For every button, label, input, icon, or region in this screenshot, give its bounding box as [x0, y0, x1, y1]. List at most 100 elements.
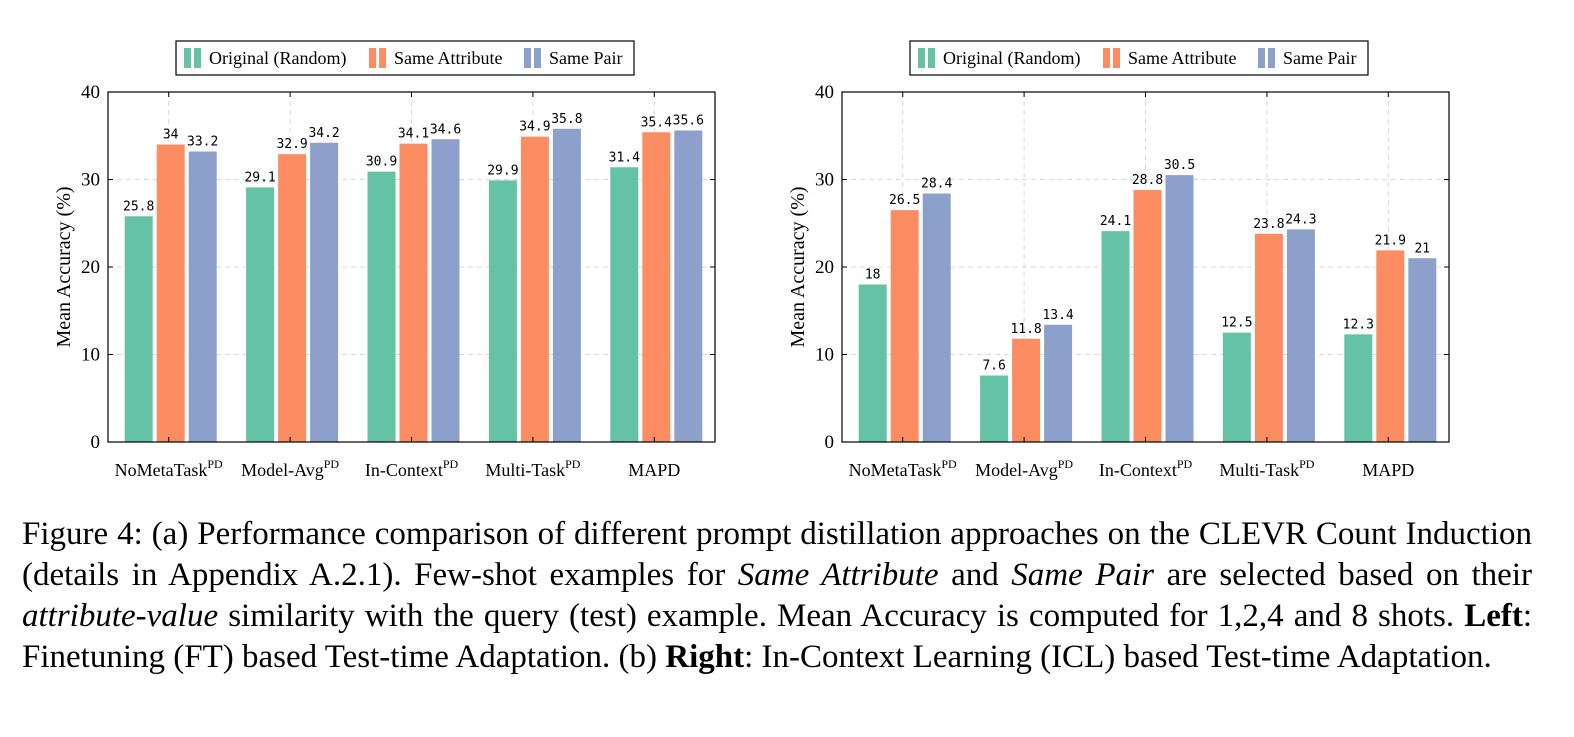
- data-label: 35.6: [673, 114, 704, 129]
- legend-label: Original (Random): [943, 48, 1080, 69]
- x-tick-label: NoMetaTaskPD: [849, 457, 957, 480]
- x-tick-label: NoMetaTaskPD: [115, 457, 223, 480]
- legend-swatch: [534, 48, 541, 68]
- chart-right: 18 7.6 24.1 12.5 12.3 26.5 11.8 28.8 23.8 21.9 28.…: [787, 40, 1450, 480]
- data-label: 35.4: [641, 115, 672, 130]
- data-label: 35.8: [551, 112, 582, 127]
- data-label: 12.3: [1343, 317, 1374, 332]
- bar: [156, 144, 185, 442]
- data-label: 34.1: [398, 127, 429, 142]
- bar: [674, 130, 703, 442]
- bar: [1222, 332, 1251, 442]
- data-label: 25.8: [123, 199, 154, 214]
- bar: [1101, 231, 1130, 442]
- y-tick-label: 40: [81, 82, 100, 103]
- x-tick-label: Model-AvgPD: [975, 457, 1073, 480]
- legend-label: Same Pair: [1283, 48, 1357, 68]
- bar: [488, 180, 517, 442]
- legend-swatch: [194, 48, 201, 68]
- bar: [1044, 324, 1073, 442]
- y-tick-label: 20: [81, 257, 100, 278]
- caption-left: Left: [1464, 598, 1523, 634]
- legend-swatch: [1258, 48, 1265, 68]
- caption-right: Right: [665, 639, 745, 675]
- legend-swatch: [379, 48, 386, 68]
- caption-text-3: similarity with the query (test) example…: [218, 598, 1465, 634]
- legend: Original (Random) Same Attribute Same Pair: [909, 40, 1369, 76]
- y-tick-label: 40: [815, 82, 834, 103]
- y-tick-label: 0: [91, 432, 101, 453]
- data-label: 24.3: [1285, 212, 1316, 227]
- bar: [367, 171, 396, 442]
- data-label: 32.9: [276, 137, 307, 152]
- figure-panels: 25.8 29.1 30.9 29.9 31.4 34 32.9 34.1 34.9 35.4 33…: [53, 40, 1450, 480]
- bar: [188, 151, 217, 442]
- bar: [890, 210, 919, 442]
- data-label: 30.9: [366, 155, 397, 170]
- data-label: 18: [865, 268, 881, 283]
- legend-swatch: [1113, 48, 1120, 68]
- legend-label: Original (Random): [209, 48, 346, 69]
- bar: [1012, 338, 1041, 442]
- data-label: 33.2: [187, 135, 218, 150]
- caption-text-2: are selected based on their: [1154, 557, 1532, 593]
- data-label: 34.2: [308, 126, 339, 141]
- legend: Original (Random) Same Attribute Same Pair: [175, 40, 635, 76]
- legend-swatch: [918, 48, 925, 68]
- bar: [520, 136, 549, 442]
- data-label: 31.4: [609, 150, 640, 165]
- bar: [246, 187, 275, 442]
- bar: [1254, 233, 1283, 442]
- chart-left: 25.8 29.1 30.9 29.9 31.4 34 32.9 34.1 34.9 35.4 33…: [53, 40, 716, 480]
- caption-same-pair: Same Pair: [1011, 557, 1155, 593]
- data-label: 34.9: [519, 120, 550, 135]
- data-label: 26.5: [889, 193, 920, 208]
- y-tick-label: 0: [825, 432, 835, 453]
- data-label: 21.9: [1375, 233, 1406, 248]
- x-tick-label: In-ContextPD: [365, 457, 459, 480]
- bar: [980, 375, 1009, 442]
- data-label: 28.8: [1132, 173, 1163, 188]
- x-tick-label: Multi-TaskPD: [1219, 457, 1314, 480]
- x-tick-label: Multi-TaskPD: [485, 457, 580, 480]
- data-label: 12.5: [1221, 316, 1252, 331]
- legend-label: Same Pair: [549, 48, 623, 68]
- bar: [1133, 190, 1162, 442]
- legend-label: Same Attribute: [1128, 48, 1236, 68]
- bar: [1344, 334, 1373, 442]
- data-label: 34.6: [430, 122, 461, 137]
- data-label: 21: [1414, 241, 1430, 256]
- legend-swatch: [524, 48, 531, 68]
- bar: [278, 154, 307, 442]
- y-tick-label: 10: [815, 345, 834, 366]
- x-tick-label: MAPD: [628, 460, 680, 480]
- bar: [1376, 250, 1405, 442]
- bar: [552, 128, 581, 442]
- legend-swatch: [369, 48, 376, 68]
- y-axis-label: Mean Accuracy (%): [787, 186, 809, 347]
- y-tick-label: 10: [81, 345, 100, 366]
- y-tick-label: 30: [815, 170, 834, 191]
- data-label: 7.6: [982, 359, 1005, 374]
- caption-text-1: Figure 4: (a) Performance comparison of …: [22, 516, 1532, 593]
- legend-swatch: [1268, 48, 1275, 68]
- data-label: 29.9: [487, 163, 518, 178]
- legend-label: Same Attribute: [394, 48, 502, 68]
- data-label: 28.4: [921, 177, 952, 192]
- data-label: 34: [163, 128, 179, 143]
- legend-swatch: [1103, 48, 1110, 68]
- caption-and: and: [938, 557, 1012, 593]
- bar: [610, 167, 639, 442]
- y-tick-label: 30: [81, 170, 100, 191]
- bar: [431, 139, 460, 442]
- bar: [642, 132, 671, 442]
- caption-text-4: : Finetuning (FT) based Test-time Adapta…: [22, 598, 1532, 675]
- legend-box: [909, 40, 1369, 76]
- x-tick-label: MAPD: [1362, 460, 1414, 480]
- caption-text-5: : In-Context Learning (ICL) based Test-t…: [744, 639, 1492, 675]
- data-label: 30.5: [1164, 158, 1195, 173]
- y-axis-label: Mean Accuracy (%): [53, 186, 75, 347]
- y-tick-label: 20: [815, 257, 834, 278]
- caption-attribute-value: attribute-value: [22, 598, 219, 634]
- caption-same-attribute: Same Attribute: [737, 557, 939, 593]
